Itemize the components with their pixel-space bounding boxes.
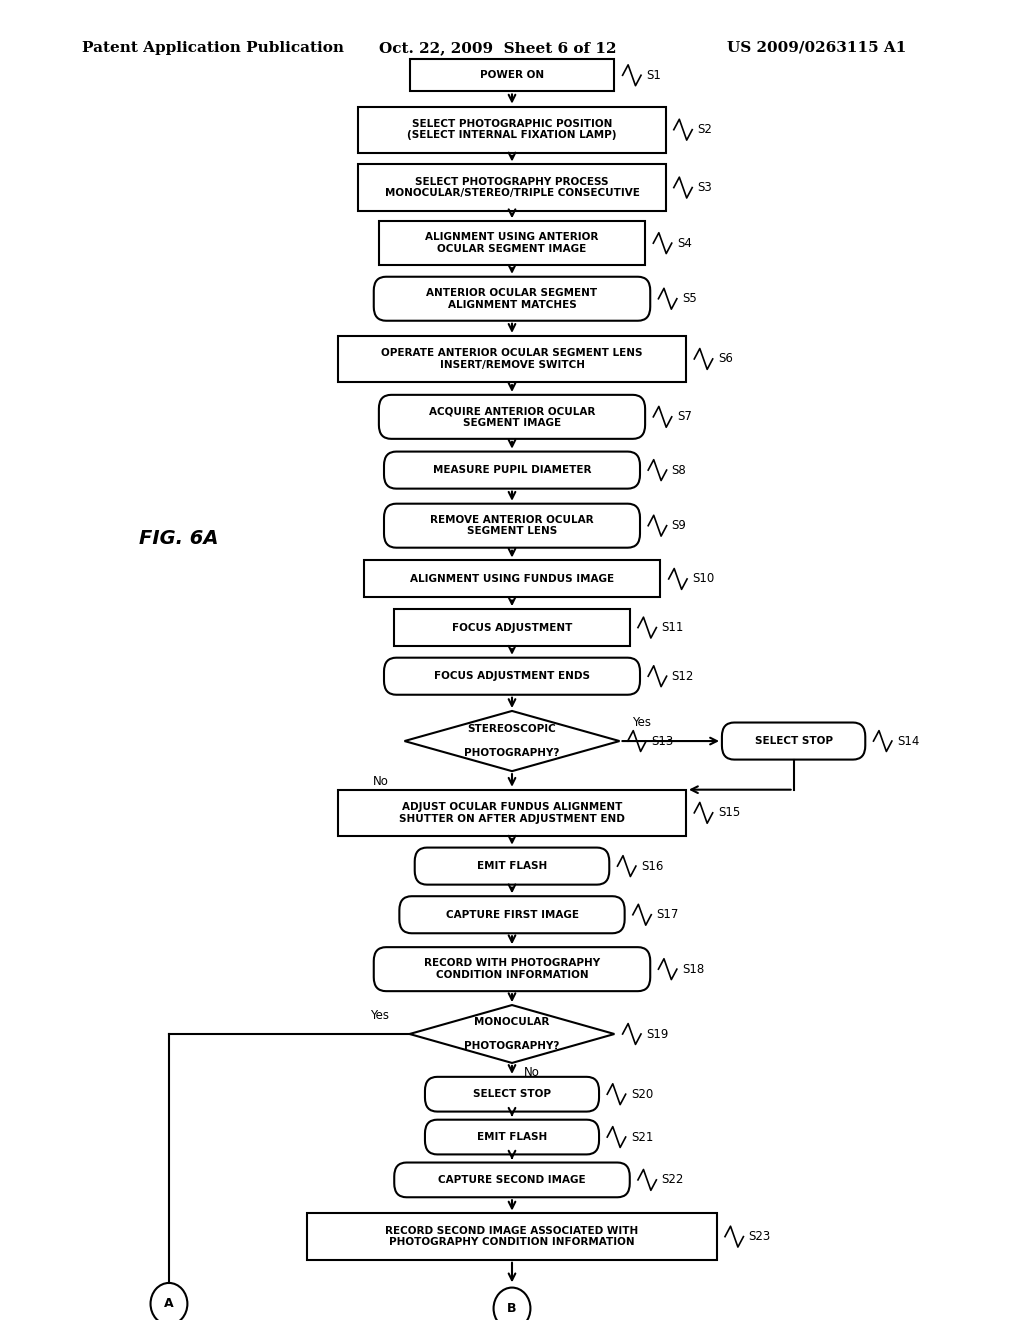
Text: S17: S17	[656, 908, 679, 921]
FancyBboxPatch shape	[394, 1163, 630, 1197]
Text: REMOVE ANTERIOR OCULAR
SEGMENT LENS: REMOVE ANTERIOR OCULAR SEGMENT LENS	[430, 515, 594, 536]
Text: SELECT STOP: SELECT STOP	[473, 1089, 551, 1100]
Text: PHOTOGRAPHY?: PHOTOGRAPHY?	[464, 747, 560, 758]
Text: RECORD WITH PHOTOGRAPHY
CONDITION INFORMATION: RECORD WITH PHOTOGRAPHY CONDITION INFORM…	[424, 958, 600, 979]
Text: SELECT PHOTOGRAPHIC POSITION
(SELECT INTERNAL FIXATION LAMP): SELECT PHOTOGRAPHIC POSITION (SELECT INT…	[408, 119, 616, 140]
Text: S15: S15	[718, 807, 740, 820]
Text: No: No	[373, 775, 389, 788]
Text: POWER ON: POWER ON	[480, 70, 544, 81]
Text: B: B	[507, 1302, 517, 1315]
Text: MONOCULAR: MONOCULAR	[474, 1018, 550, 1027]
Text: ANTERIOR OCULAR SEGMENT
ALIGNMENT MATCHES: ANTERIOR OCULAR SEGMENT ALIGNMENT MATCHE…	[426, 288, 598, 309]
Text: S11: S11	[662, 622, 684, 634]
Text: ACQUIRE ANTERIOR OCULAR
SEGMENT IMAGE: ACQUIRE ANTERIOR OCULAR SEGMENT IMAGE	[429, 407, 595, 428]
Text: ALIGNMENT USING ANTERIOR
OCULAR SEGMENT IMAGE: ALIGNMENT USING ANTERIOR OCULAR SEGMENT …	[425, 232, 599, 253]
FancyBboxPatch shape	[358, 107, 666, 153]
FancyBboxPatch shape	[722, 722, 865, 759]
FancyBboxPatch shape	[399, 896, 625, 933]
Text: Patent Application Publication: Patent Application Publication	[82, 41, 344, 55]
Text: S23: S23	[749, 1230, 771, 1243]
FancyBboxPatch shape	[394, 609, 630, 645]
Text: S8: S8	[672, 463, 686, 477]
Text: S19: S19	[646, 1027, 669, 1040]
Text: S13: S13	[651, 734, 674, 747]
Text: MEASURE PUPIL DIAMETER: MEASURE PUPIL DIAMETER	[433, 465, 591, 475]
Text: S2: S2	[697, 123, 713, 136]
Text: OPERATE ANTERIOR OCULAR SEGMENT LENS
INSERT/REMOVE SWITCH: OPERATE ANTERIOR OCULAR SEGMENT LENS INS…	[381, 348, 643, 370]
Text: FOCUS ADJUSTMENT ENDS: FOCUS ADJUSTMENT ENDS	[434, 671, 590, 681]
Text: SELECT PHOTOGRAPHY PROCESS
MONOCULAR/STEREO/TRIPLE CONSECUTIVE: SELECT PHOTOGRAPHY PROCESS MONOCULAR/STE…	[385, 177, 639, 198]
Text: FOCUS ADJUSTMENT: FOCUS ADJUSTMENT	[452, 623, 572, 632]
Text: CAPTURE SECOND IMAGE: CAPTURE SECOND IMAGE	[438, 1175, 586, 1185]
Text: Yes: Yes	[632, 717, 651, 730]
Text: S5: S5	[682, 292, 696, 305]
FancyBboxPatch shape	[410, 59, 614, 91]
FancyBboxPatch shape	[384, 451, 640, 488]
Text: Yes: Yes	[370, 1010, 389, 1023]
Text: CAPTURE FIRST IMAGE: CAPTURE FIRST IMAGE	[445, 909, 579, 920]
FancyBboxPatch shape	[384, 504, 640, 548]
FancyBboxPatch shape	[374, 277, 650, 321]
FancyBboxPatch shape	[425, 1119, 599, 1155]
Text: S6: S6	[718, 352, 733, 366]
Text: EMIT FLASH: EMIT FLASH	[477, 1133, 547, 1142]
FancyBboxPatch shape	[338, 335, 686, 381]
Text: S12: S12	[672, 669, 694, 682]
FancyBboxPatch shape	[364, 561, 660, 598]
FancyBboxPatch shape	[425, 1077, 599, 1111]
FancyBboxPatch shape	[384, 657, 640, 694]
Text: PHOTOGRAPHY?: PHOTOGRAPHY?	[464, 1040, 560, 1051]
Text: S22: S22	[662, 1173, 684, 1187]
FancyBboxPatch shape	[415, 847, 609, 884]
FancyBboxPatch shape	[379, 222, 645, 265]
Text: SELECT STOP: SELECT STOP	[755, 737, 833, 746]
Text: No: No	[524, 1067, 541, 1080]
Text: S14: S14	[897, 734, 920, 747]
Text: RECORD SECOND IMAGE ASSOCIATED WITH
PHOTOGRAPHY CONDITION INFORMATION: RECORD SECOND IMAGE ASSOCIATED WITH PHOT…	[385, 1226, 639, 1247]
FancyBboxPatch shape	[338, 789, 686, 836]
Text: S4: S4	[677, 236, 692, 249]
FancyBboxPatch shape	[374, 948, 650, 991]
Text: US 2009/0263115 A1: US 2009/0263115 A1	[727, 41, 906, 55]
Text: S18: S18	[682, 962, 705, 975]
Text: FIG. 6A: FIG. 6A	[139, 529, 219, 548]
Text: S10: S10	[692, 573, 715, 586]
FancyBboxPatch shape	[358, 165, 666, 211]
Text: S7: S7	[677, 411, 692, 424]
FancyBboxPatch shape	[379, 395, 645, 438]
Text: STEREOSCOPIC: STEREOSCOPIC	[468, 725, 556, 734]
Text: ADJUST OCULAR FUNDUS ALIGNMENT
SHUTTER ON AFTER ADJUSTMENT END: ADJUST OCULAR FUNDUS ALIGNMENT SHUTTER O…	[399, 803, 625, 824]
Text: Oct. 22, 2009  Sheet 6 of 12: Oct. 22, 2009 Sheet 6 of 12	[379, 41, 616, 55]
Polygon shape	[404, 711, 620, 771]
Text: ALIGNMENT USING FUNDUS IMAGE: ALIGNMENT USING FUNDUS IMAGE	[410, 574, 614, 583]
Text: S3: S3	[697, 181, 712, 194]
Text: S16: S16	[641, 859, 664, 873]
Text: S20: S20	[631, 1088, 653, 1101]
Text: A: A	[164, 1298, 174, 1311]
Text: S21: S21	[631, 1130, 653, 1143]
Text: EMIT FLASH: EMIT FLASH	[477, 861, 547, 871]
Text: S9: S9	[672, 519, 687, 532]
Polygon shape	[410, 1005, 614, 1063]
Text: S1: S1	[646, 69, 662, 82]
FancyBboxPatch shape	[307, 1213, 717, 1259]
